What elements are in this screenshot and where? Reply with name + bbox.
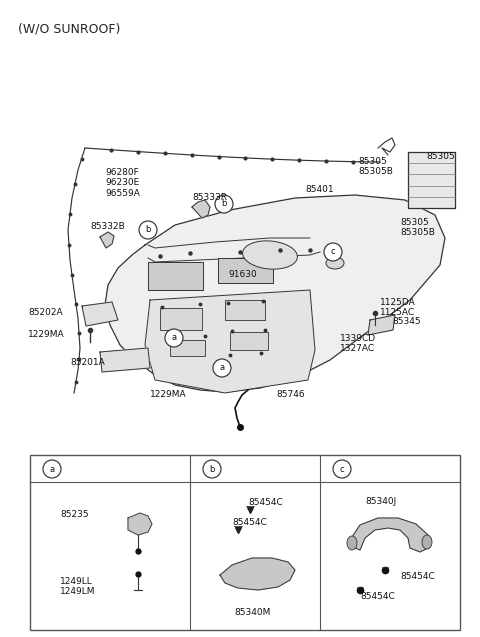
Text: c: c	[331, 248, 336, 257]
Text: 85305: 85305	[426, 152, 455, 161]
Polygon shape	[145, 290, 315, 393]
Text: 85332B: 85332B	[90, 222, 125, 231]
Circle shape	[333, 460, 351, 478]
Polygon shape	[82, 302, 118, 326]
Bar	[160, 308, 202, 330]
Text: 1125DA
1125AC: 1125DA 1125AC	[380, 298, 416, 317]
Text: 85305
85305B: 85305 85305B	[358, 157, 393, 176]
Circle shape	[215, 195, 233, 213]
Text: b: b	[221, 199, 227, 208]
Text: 85746: 85746	[276, 390, 305, 399]
Circle shape	[139, 221, 157, 239]
Bar	[170, 340, 205, 356]
Circle shape	[213, 359, 231, 377]
Ellipse shape	[422, 535, 432, 549]
Text: b: b	[209, 464, 215, 473]
Polygon shape	[368, 315, 395, 335]
Polygon shape	[100, 348, 150, 372]
Circle shape	[165, 329, 183, 347]
Circle shape	[43, 460, 61, 478]
Polygon shape	[220, 558, 295, 590]
Text: 85454C: 85454C	[248, 498, 283, 507]
Text: 1249LL
1249LM: 1249LL 1249LM	[60, 577, 96, 596]
Text: 85201A: 85201A	[70, 358, 105, 367]
Ellipse shape	[242, 241, 298, 269]
Ellipse shape	[326, 257, 344, 269]
Circle shape	[324, 243, 342, 261]
Text: (W/O SUNROOF): (W/O SUNROOF)	[18, 22, 120, 35]
Text: 85340J: 85340J	[365, 497, 396, 506]
Text: 85305
85305B: 85305 85305B	[400, 218, 435, 238]
Bar	[30, 455, 460, 630]
Bar	[218, 258, 273, 283]
Text: 1229MA: 1229MA	[28, 330, 65, 339]
Text: 85454C: 85454C	[360, 592, 395, 601]
Text: 85333R: 85333R	[192, 193, 227, 202]
Text: a: a	[171, 334, 177, 343]
Text: 91630: 91630	[228, 270, 257, 279]
Text: a: a	[49, 464, 55, 473]
Text: 85202A: 85202A	[28, 308, 62, 317]
Text: 85454C: 85454C	[400, 572, 435, 581]
Text: b: b	[145, 225, 151, 234]
Bar	[230, 332, 268, 350]
Text: a: a	[219, 364, 225, 373]
Text: 85454C: 85454C	[232, 518, 267, 527]
Text: 85345: 85345	[392, 317, 420, 326]
Circle shape	[203, 460, 221, 478]
Text: 85401: 85401	[305, 185, 334, 194]
Text: 85235: 85235	[60, 510, 89, 519]
Polygon shape	[105, 195, 445, 392]
Ellipse shape	[347, 536, 357, 550]
Text: 1229MA: 1229MA	[150, 390, 187, 399]
Text: c: c	[340, 464, 344, 473]
Polygon shape	[100, 232, 114, 248]
Bar	[148, 262, 203, 290]
Polygon shape	[192, 200, 210, 218]
Polygon shape	[350, 518, 428, 552]
Text: 96280F
96230E
96559A: 96280F 96230E 96559A	[105, 168, 140, 198]
Bar	[225, 300, 265, 320]
Polygon shape	[408, 152, 455, 208]
Text: 85340M: 85340M	[234, 608, 270, 617]
Text: 1339CD
1327AC: 1339CD 1327AC	[340, 334, 376, 354]
Polygon shape	[128, 513, 152, 535]
